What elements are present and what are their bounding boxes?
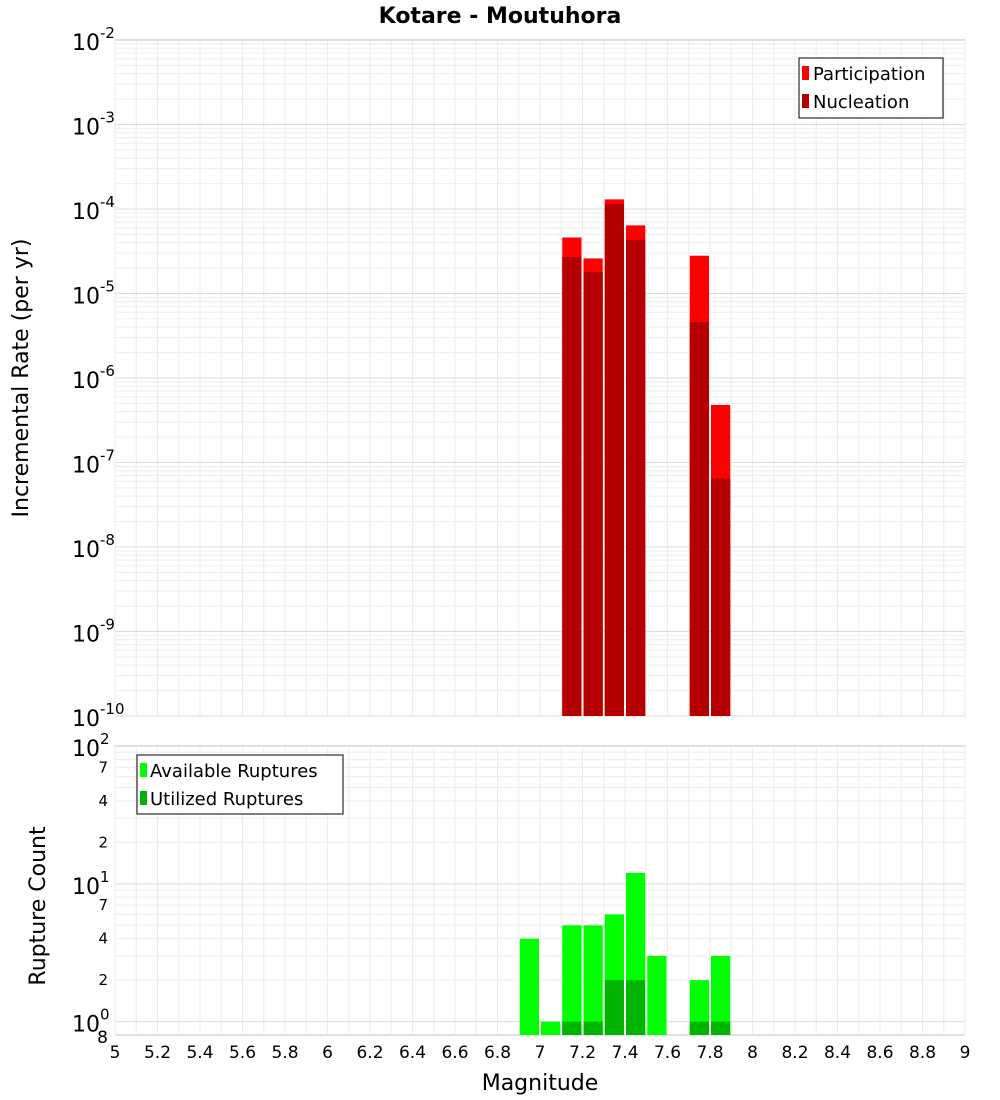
- nucleation-bar: [604, 203, 624, 716]
- chart-title: Kotare - Moutuhora: [379, 4, 622, 29]
- utilized-ruptures-bar: [626, 980, 646, 1035]
- count-y-tick-label: 102: [72, 730, 110, 762]
- rate-legend: Participation Nucleation: [798, 57, 944, 119]
- count-bars: [519, 872, 731, 1035]
- utilized-legend-swatch: [140, 791, 147, 805]
- nucleation-bar: [711, 478, 731, 716]
- x-tick-label: 8: [747, 1043, 758, 1063]
- available-ruptures-bar: [562, 925, 582, 1035]
- available-ruptures-bar: [541, 1021, 561, 1035]
- x-tick-label: 8.6: [866, 1043, 893, 1063]
- nucleation-bar: [562, 257, 582, 716]
- x-tick-label: 6.6: [441, 1043, 468, 1063]
- x-tick-label: 8.8: [909, 1043, 936, 1063]
- x-tick-label: 7.6: [654, 1043, 681, 1063]
- available-legend-label: Available Ruptures: [150, 761, 318, 782]
- count-y-minor-tick-label: 7: [98, 758, 108, 776]
- count-y-axis-label: Rupture Count: [26, 826, 51, 986]
- rate-y-axis-label: Incremental Rate (per yr): [9, 239, 34, 518]
- participation-legend-label: Participation: [813, 64, 925, 85]
- rate-y-tick-label: 10-4: [72, 193, 115, 225]
- rate-y-tick-label: 10-9: [72, 616, 115, 648]
- count-y-minor-tick-label: 2: [98, 833, 108, 851]
- count-y-tick-label: 101: [72, 868, 110, 900]
- rate-y-tick-label: 10-10: [72, 700, 125, 732]
- rate-y-ticks: 10-10 10-9 10-8 10-7 10-6 10-5 10-4 10-3 10-2: [72, 24, 125, 732]
- available-ruptures-bar: [647, 955, 667, 1035]
- rate-bars: [562, 199, 731, 717]
- rate-panel: 10-10 10-9 10-8 10-7 10-6 10-5 10-4 10-3 10-2 In…: [9, 24, 966, 732]
- count-y-tick-label: 100: [72, 1006, 110, 1038]
- utilized-legend-label: Utilized Ruptures: [150, 789, 303, 810]
- x-tick-label: 5.6: [229, 1043, 256, 1063]
- count-y-bottom-tick-label: 8: [97, 1028, 108, 1048]
- x-tick-label: 7: [535, 1043, 546, 1063]
- x-tick-label: 6.8: [484, 1043, 511, 1063]
- rate-legend-box: [798, 57, 944, 119]
- count-legend-box: [136, 754, 344, 815]
- nucleation-bar: [583, 271, 603, 716]
- x-tick-label: 5.4: [186, 1043, 213, 1063]
- nucleation-bar: [626, 239, 646, 716]
- count-y-minor-tick-label: 4: [98, 792, 108, 810]
- available-legend-swatch: [140, 763, 147, 777]
- rate-y-tick-label: 10-5: [72, 278, 115, 310]
- x-axis-ticks: 5 5.2 5.4 5.6 5.8 6 6.2 6.4 6.6 6.8 7 7.2 7.4 7.6 7.8 8…: [110, 1043, 971, 1063]
- available-ruptures-bar: [519, 938, 539, 1035]
- available-ruptures-bar: [711, 955, 731, 1035]
- nucleation-legend-swatch: [802, 94, 809, 108]
- x-tick-label: 7.8: [696, 1043, 723, 1063]
- x-tick-label: 8.4: [824, 1043, 851, 1063]
- count-y-minor-tick-label: 4: [98, 930, 108, 948]
- rate-y-tick-label: 10-8: [72, 531, 115, 563]
- x-tick-label: 8.2: [781, 1043, 808, 1063]
- x-tick-label: 7.4: [611, 1043, 638, 1063]
- rate-y-tick-label: 10-2: [72, 24, 115, 56]
- rate-gridlines: [114, 40, 966, 717]
- available-ruptures-bar: [689, 980, 709, 1035]
- utilized-ruptures-bar: [689, 1021, 709, 1035]
- rate-y-tick-label: 10-7: [72, 447, 115, 479]
- rate-y-tick-label: 10-6: [72, 362, 115, 394]
- participation-legend-swatch: [802, 66, 809, 80]
- x-tick-label: 6.4: [399, 1043, 426, 1063]
- x-axis-label: Magnitude: [482, 1071, 599, 1096]
- utilized-ruptures-bar: [604, 980, 624, 1035]
- x-tick-label: 5: [110, 1043, 121, 1063]
- count-legend: Available Ruptures Utilized Ruptures: [136, 754, 344, 815]
- x-tick-label: 5.2: [144, 1043, 171, 1063]
- utilized-ruptures-bar: [711, 1021, 731, 1035]
- x-tick-label: 5.8: [271, 1043, 298, 1063]
- count-y-minor-tick-label: 7: [98, 896, 108, 914]
- x-tick-label: 9: [960, 1043, 971, 1063]
- nucleation-legend-label: Nucleation: [813, 92, 909, 113]
- x-tick-label: 7.2: [569, 1043, 596, 1063]
- x-tick-label: 6: [322, 1043, 333, 1063]
- count-y-minor-tick-label: 2: [98, 971, 108, 989]
- utilized-ruptures-bar: [583, 1021, 603, 1035]
- rate-y-tick-label: 10-3: [72, 109, 115, 141]
- x-tick-label: 6.2: [356, 1043, 383, 1063]
- utilized-ruptures-bar: [562, 1021, 582, 1035]
- available-ruptures-bar: [583, 925, 603, 1035]
- nucleation-bar: [689, 321, 709, 716]
